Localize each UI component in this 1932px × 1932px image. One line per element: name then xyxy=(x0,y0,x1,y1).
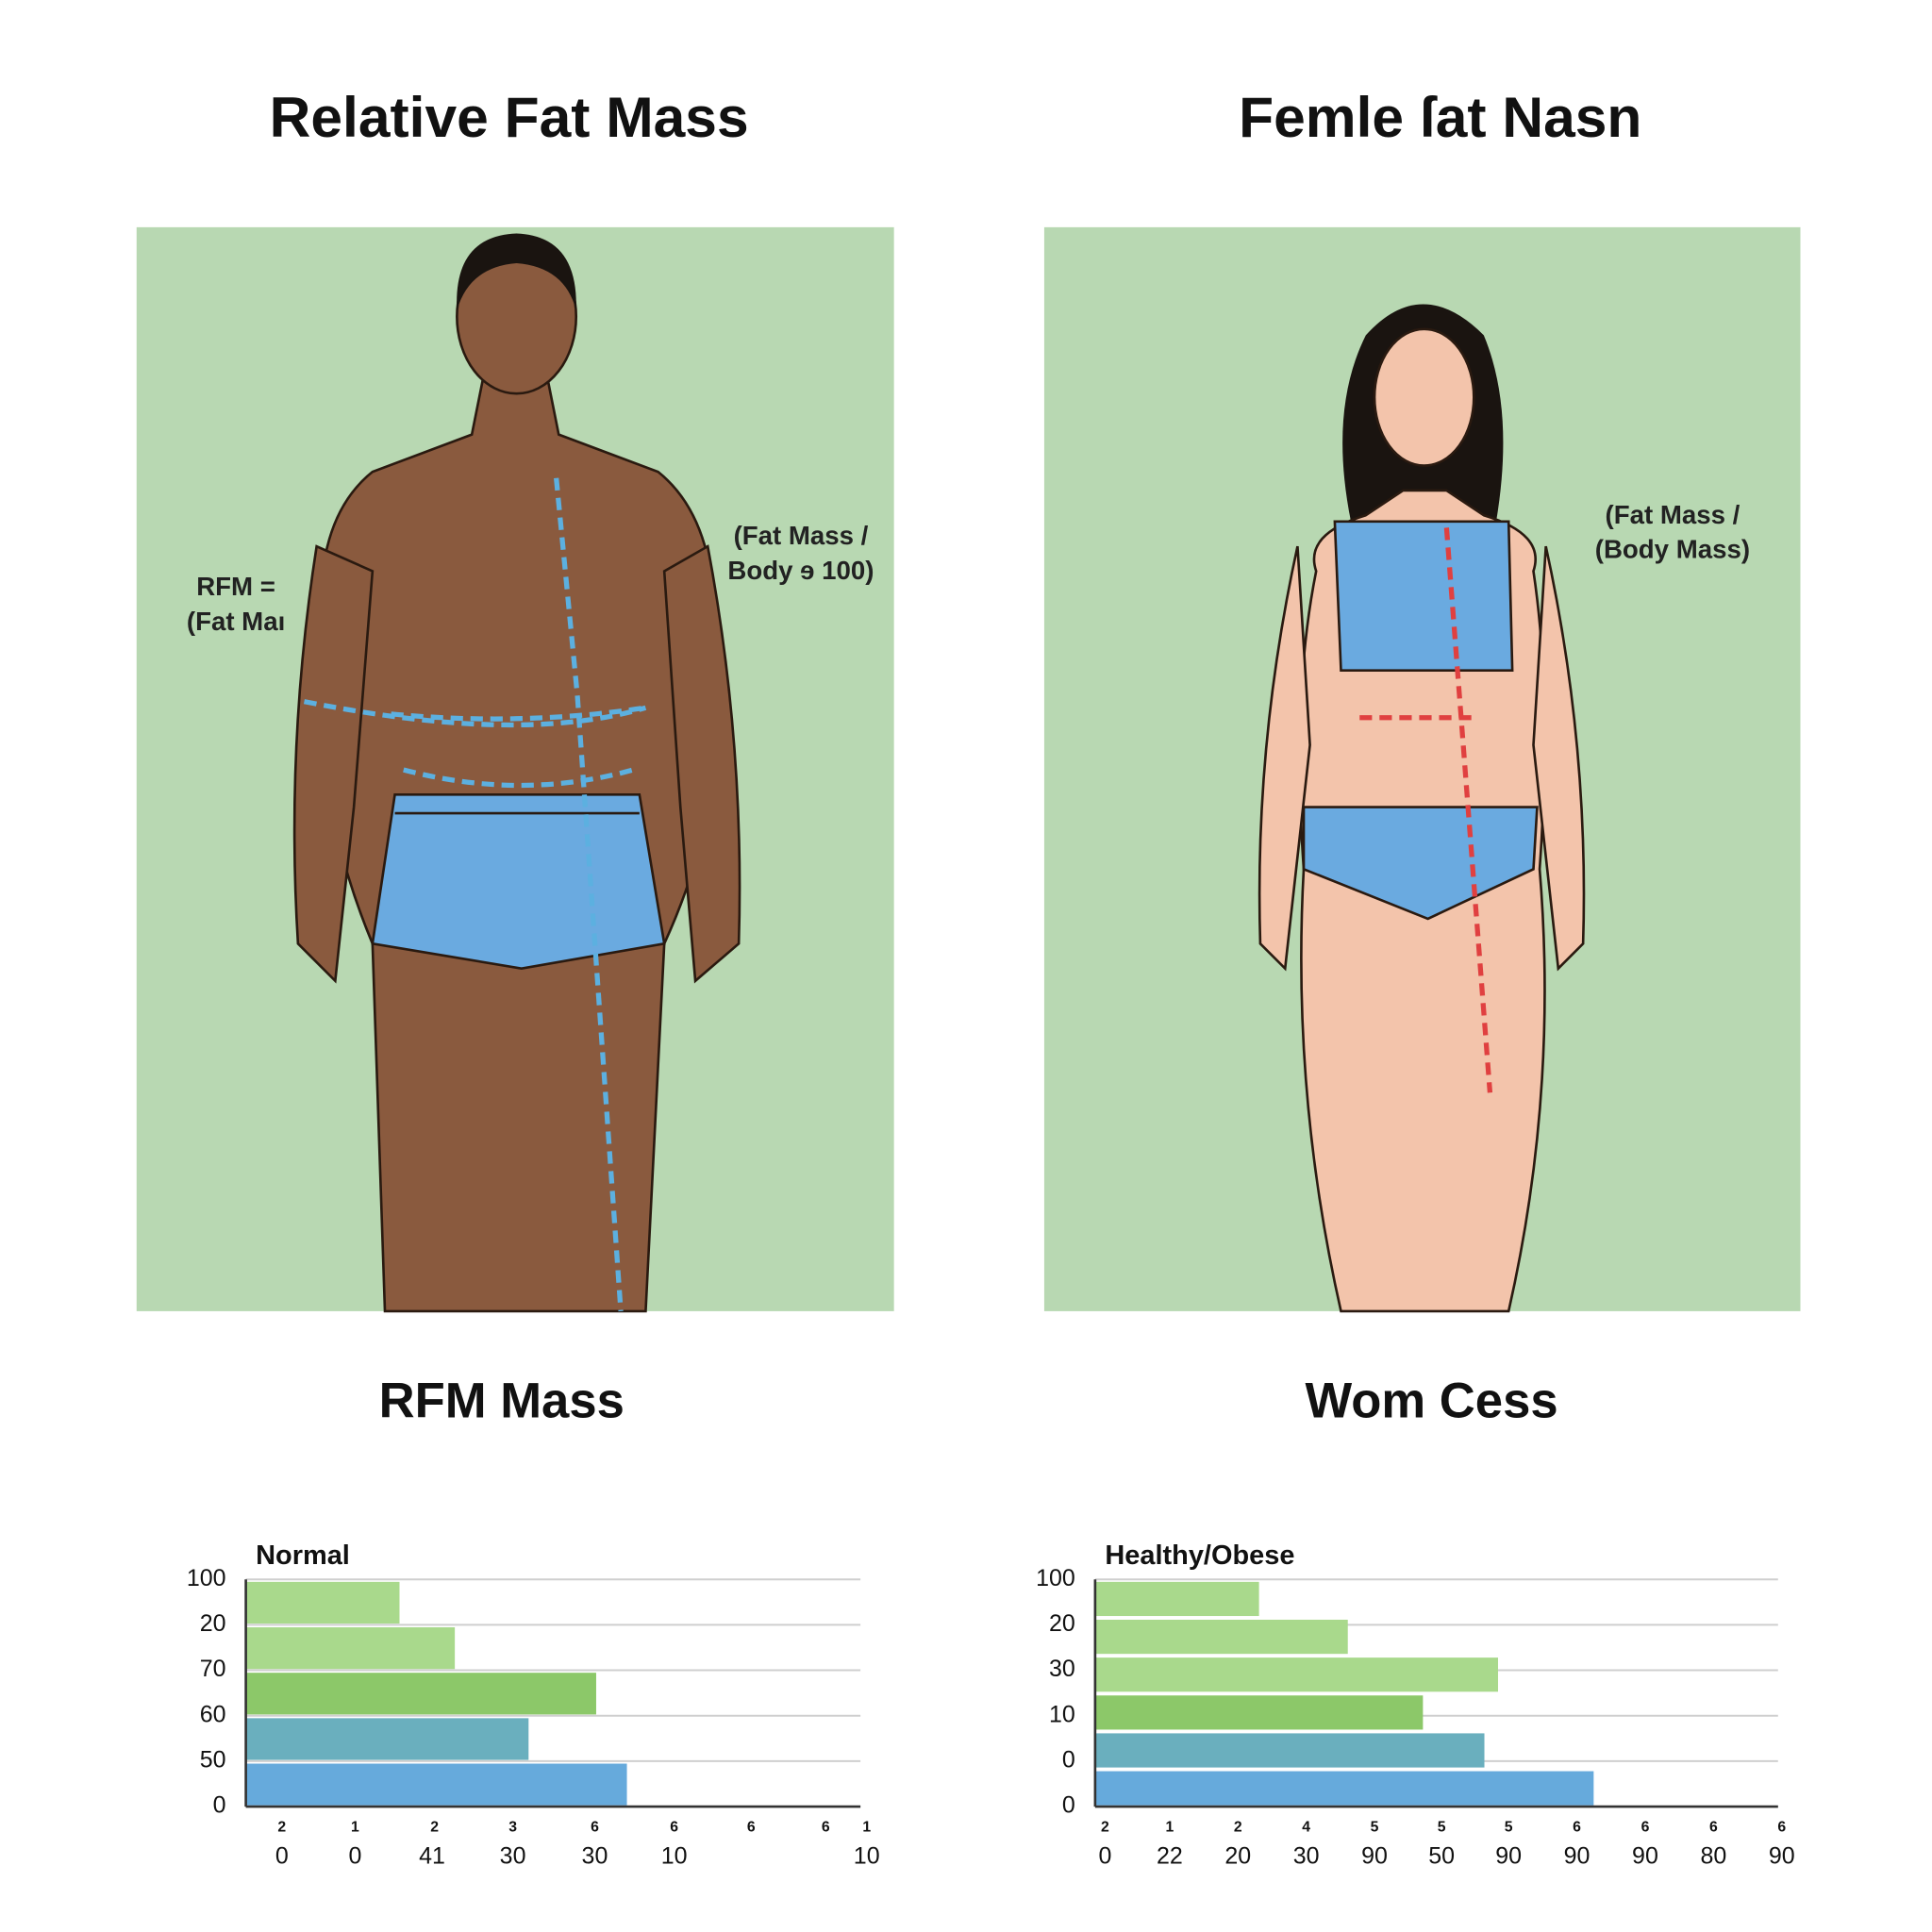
x-tick-label: 90 xyxy=(1564,1843,1591,1870)
bar xyxy=(1094,1657,1498,1692)
x-tick-label: 41 xyxy=(419,1843,445,1870)
x-tick-label: 6 xyxy=(747,1820,756,1836)
annotation: RFM = xyxy=(196,572,275,601)
bar xyxy=(1094,1733,1485,1768)
x-tick-label: 30 xyxy=(1293,1843,1320,1870)
annotation: (Fat Mass / xyxy=(734,521,869,550)
y-tick-label: 30 xyxy=(1049,1656,1075,1682)
bar xyxy=(245,1763,627,1806)
x-tick-label: 6 xyxy=(822,1820,830,1836)
annotation: (Body Mass) xyxy=(1595,535,1750,564)
x-tick-label: 0 xyxy=(348,1843,361,1870)
x-tick-label: 6 xyxy=(1777,1820,1786,1836)
y-tick-label: 50 xyxy=(200,1747,226,1774)
bar xyxy=(245,1581,400,1624)
x-tick-label: 90 xyxy=(1495,1843,1522,1870)
annotation: (Fat Mass / xyxy=(1606,500,1740,529)
x-tick-label: 2 xyxy=(430,1820,439,1836)
x-tick-label: 4 xyxy=(1302,1820,1310,1836)
x-tick-label: 6 xyxy=(1709,1820,1718,1836)
x-tick-label: 30 xyxy=(500,1843,526,1870)
bar xyxy=(1094,1581,1259,1617)
x-tick-label: 90 xyxy=(1632,1843,1658,1870)
x-tick-label: 6 xyxy=(670,1820,678,1836)
chart-subtitle: Wom Cess xyxy=(1306,1374,1558,1429)
y-tick-label: 10 xyxy=(1049,1701,1075,1727)
panel-title: Relative Fat Mass xyxy=(270,85,749,149)
bar xyxy=(1094,1695,1424,1730)
y-tick-label: 100 xyxy=(187,1565,226,1591)
x-tick-label: 5 xyxy=(1371,1820,1379,1836)
x-tick-label: 0 xyxy=(275,1843,289,1870)
x-tick-label: 5 xyxy=(1505,1820,1513,1836)
bar xyxy=(245,1627,456,1670)
x-tick-label: 20 xyxy=(1224,1843,1251,1870)
x-tick-label: 6 xyxy=(1641,1820,1650,1836)
chart-subtitle: RFM Mass xyxy=(379,1374,625,1429)
chart-label: Healthy/Obese xyxy=(1105,1541,1294,1571)
y-tick-label: 100 xyxy=(1036,1565,1075,1591)
x-tick-label: 1 xyxy=(1165,1820,1174,1836)
male-illustration xyxy=(136,226,894,1313)
x-tick-label: 90 xyxy=(1769,1843,1795,1870)
x-tick-label: 22 xyxy=(1157,1843,1183,1870)
female-illustration xyxy=(1043,226,1801,1313)
bar xyxy=(1094,1619,1348,1655)
y-tick-label: 0 xyxy=(213,1792,226,1819)
bar xyxy=(245,1673,596,1715)
x-tick-label: 30 xyxy=(582,1843,608,1870)
x-tick-label: 3 xyxy=(508,1820,517,1836)
y-tick-label: 70 xyxy=(200,1656,226,1682)
x-tick-label: 10 xyxy=(854,1843,880,1870)
y-tick-label: 0 xyxy=(1062,1792,1075,1819)
x-tick-label: 90 xyxy=(1361,1843,1388,1870)
y-tick-label: 60 xyxy=(200,1701,226,1727)
x-tick-label: 80 xyxy=(1700,1843,1726,1870)
annotation: (Fat Maı xyxy=(187,607,285,636)
x-tick-label: 2 xyxy=(277,1820,286,1836)
x-tick-label: 1 xyxy=(351,1820,359,1836)
x-tick-label: 1 xyxy=(862,1820,871,1836)
y-tick-label: 20 xyxy=(200,1610,226,1637)
annotation: Body ɘ 100) xyxy=(727,556,874,585)
x-tick-label: 5 xyxy=(1438,1820,1446,1836)
x-tick-label: 6 xyxy=(1573,1820,1581,1836)
bar xyxy=(1094,1771,1594,1806)
bar xyxy=(245,1718,529,1760)
x-tick-label: 0 xyxy=(1098,1843,1111,1870)
panel-title: Femle ſat Nasn xyxy=(1239,85,1641,149)
y-tick-label: 0 xyxy=(1062,1747,1075,1774)
x-tick-label: 10 xyxy=(661,1843,688,1870)
x-tick-label: 50 xyxy=(1428,1843,1455,1870)
x-tick-label: 2 xyxy=(1101,1820,1109,1836)
y-tick-label: 20 xyxy=(1049,1610,1075,1637)
x-tick-label: 2 xyxy=(1234,1820,1242,1836)
x-tick-label: 6 xyxy=(591,1820,599,1836)
chart-label: Normal xyxy=(256,1541,350,1571)
